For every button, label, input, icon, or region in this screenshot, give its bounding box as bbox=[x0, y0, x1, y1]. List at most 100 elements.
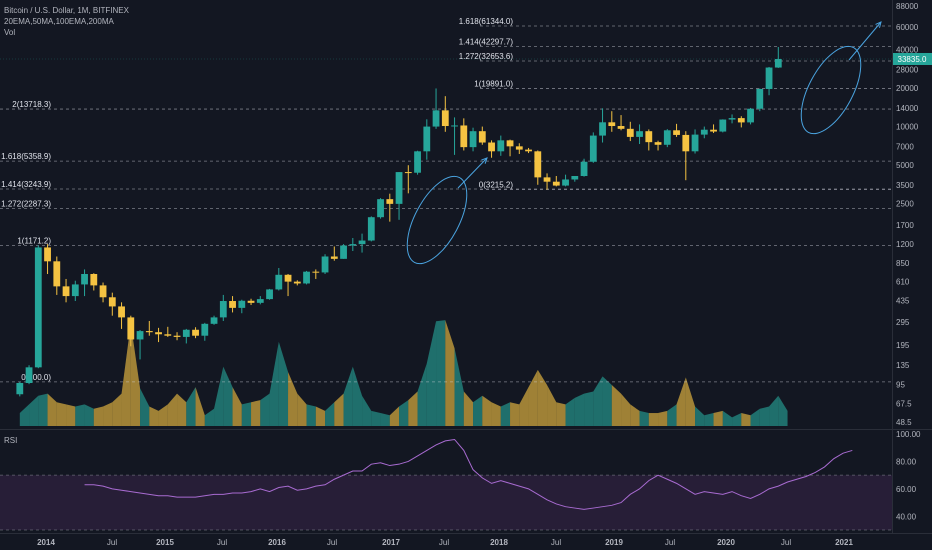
volume-legend[interactable]: Vol bbox=[4, 28, 16, 37]
candle-body bbox=[626, 128, 634, 137]
time-axis-tick: Jul bbox=[551, 538, 561, 547]
volume-area-segment bbox=[112, 393, 122, 426]
volume-area-segment bbox=[565, 397, 575, 426]
volume-area-segment bbox=[380, 413, 390, 426]
price-axis-tick: 67.5 bbox=[896, 400, 912, 409]
volume-area-segment bbox=[306, 404, 316, 426]
volume-area-segment bbox=[658, 410, 668, 426]
volume-area-segment bbox=[639, 410, 649, 426]
candle-body bbox=[247, 300, 255, 303]
volume-area-segment bbox=[362, 395, 372, 426]
volume-area-segment bbox=[343, 366, 353, 426]
price-axis-tick: 20000 bbox=[896, 84, 919, 93]
volume-area-segment bbox=[29, 395, 39, 426]
candle-body bbox=[99, 285, 107, 298]
candle-body bbox=[155, 332, 162, 335]
volume-area-segment bbox=[722, 410, 733, 426]
candle-body bbox=[293, 281, 301, 284]
time-axis-tick: Jul bbox=[665, 538, 675, 547]
volume-area-segment bbox=[38, 393, 48, 426]
volume-area-segment bbox=[260, 393, 270, 426]
candle-body bbox=[192, 329, 199, 336]
volume-area-segment bbox=[519, 387, 529, 426]
candle-body bbox=[182, 329, 190, 337]
volume-area-segment bbox=[167, 393, 178, 426]
volume-area-segment bbox=[528, 369, 538, 426]
fib-level-label: 1.272(32653.6) bbox=[459, 52, 514, 61]
fib-level-label: 1.618(61344.0) bbox=[459, 17, 514, 26]
volume-area-segment bbox=[713, 410, 723, 426]
volume-area-segment bbox=[158, 404, 168, 426]
volume-area-segment bbox=[47, 393, 57, 426]
fib-level-label: 1.272(2287.3) bbox=[1, 199, 51, 208]
candle-body bbox=[210, 317, 218, 324]
volume-area-segment bbox=[278, 341, 289, 426]
time-axis-tick: Jul bbox=[439, 538, 449, 547]
time-axis-tick: 2020 bbox=[717, 538, 735, 547]
candle-body bbox=[81, 274, 88, 285]
volume-area-segment bbox=[621, 393, 631, 426]
time-axis-tick: 2016 bbox=[268, 538, 286, 547]
indicators-legend[interactable]: 20EMA,50MA,100EMA,200MA bbox=[4, 17, 114, 26]
volume-area-segment bbox=[482, 395, 492, 426]
price-axis-tick: 14000 bbox=[896, 104, 919, 113]
time-axis-tick: 2014 bbox=[37, 538, 55, 547]
candle-body bbox=[303, 271, 310, 284]
last-price-label: 33835.0 bbox=[898, 55, 927, 64]
volume-area-segment bbox=[149, 406, 159, 426]
volume-area-segment bbox=[510, 402, 520, 426]
volume-area-segment bbox=[130, 323, 141, 426]
volume-area-segment bbox=[473, 395, 483, 426]
price-axis-tick: 2500 bbox=[896, 199, 914, 208]
symbol-title: Bitcoin / U.S. Dollar, 1M, BITFINEX bbox=[4, 6, 129, 15]
rsi-axis-tick: 40.00 bbox=[896, 512, 917, 521]
candle-body bbox=[25, 367, 33, 384]
candle-body bbox=[136, 331, 144, 340]
volume-area-segment bbox=[103, 402, 113, 426]
price-axis-tick: 95 bbox=[896, 381, 905, 390]
volume-area-segment bbox=[648, 413, 659, 426]
price-axis-tick: 28000 bbox=[896, 65, 919, 74]
price-axis-tick: 7000 bbox=[896, 142, 914, 151]
candle-body bbox=[719, 119, 727, 132]
volume-area-segment bbox=[140, 388, 150, 426]
candle-body bbox=[16, 383, 24, 395]
volume-area-segment bbox=[56, 402, 67, 426]
candle-body bbox=[404, 172, 412, 174]
volume-area-segment bbox=[241, 402, 252, 426]
volume-area-segment bbox=[408, 391, 418, 426]
candle-body bbox=[386, 199, 394, 204]
candle-body bbox=[506, 140, 514, 147]
candle-body bbox=[552, 181, 560, 186]
candle-body bbox=[53, 261, 61, 287]
volume-area-segment bbox=[223, 366, 233, 426]
candle-body bbox=[377, 199, 384, 218]
volume-area-segment bbox=[84, 404, 94, 426]
volume-area-segment bbox=[426, 321, 437, 426]
candle-body bbox=[127, 317, 135, 340]
volume-area-segment bbox=[750, 408, 760, 426]
pattern-ellipse-2020 bbox=[800, 45, 862, 135]
price-axis-tick: 195 bbox=[896, 341, 910, 350]
volume-area-segment bbox=[325, 402, 335, 426]
candle-body bbox=[608, 122, 616, 127]
candle-body bbox=[62, 286, 70, 297]
price-axis-tick: 3500 bbox=[896, 181, 914, 190]
volume-area-segment bbox=[667, 404, 677, 426]
volume-area-segment bbox=[732, 413, 742, 426]
fib-level-label: 0(100.0) bbox=[21, 373, 51, 382]
candle-body bbox=[145, 331, 153, 333]
fib-level-label: 1.414(3243.9) bbox=[1, 180, 51, 189]
candle-body bbox=[238, 300, 246, 308]
volume-area-segment bbox=[584, 391, 594, 426]
rsi-legend[interactable]: RSI bbox=[4, 436, 18, 445]
candle-body bbox=[330, 256, 338, 259]
price-axis-tick: 435 bbox=[896, 296, 910, 305]
candle-body bbox=[71, 284, 79, 297]
volume-area-segment bbox=[695, 406, 705, 426]
volume-area-segment bbox=[389, 406, 400, 426]
volume-area-segment bbox=[630, 404, 640, 426]
volume-area-segment bbox=[75, 404, 85, 426]
